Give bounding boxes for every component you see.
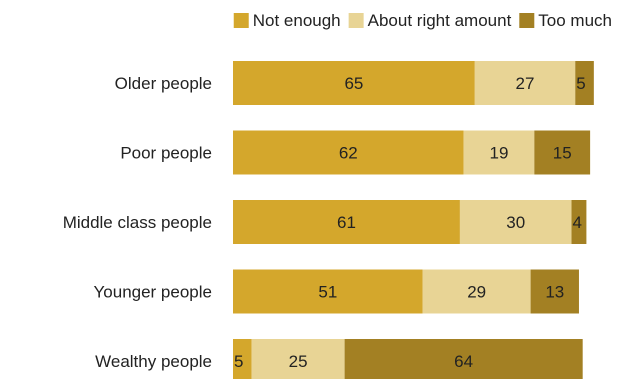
value-label-not-enough: 5 — [234, 352, 243, 371]
bar-segment-about-right-amount — [251, 339, 345, 379]
value-label-too-much: 15 — [553, 144, 572, 163]
legend: Not enough About right amount Too much — [233, 11, 612, 30]
legend-swatch-about-right-amount — [348, 13, 364, 28]
bar-segment-not-enough — [233, 269, 423, 314]
bar-segment-too-much — [534, 130, 591, 175]
category-label: Younger people — [94, 283, 213, 302]
value-label-too-much: 13 — [545, 283, 564, 302]
value-label-about-right-amount: 30 — [506, 213, 525, 232]
bars-area: Older people 65 27 5 Poor people 62 19 15 Middle… — [63, 61, 594, 379]
value-label-too-much: 4 — [573, 213, 582, 232]
legend-item-not-enough: Not enough — [233, 11, 341, 30]
bar-row-older-people: Older people 65 27 5 — [115, 61, 594, 105]
bar-segment-not-enough — [233, 61, 475, 105]
legend-swatch-too-much — [519, 13, 535, 28]
value-label-too-much: 5 — [576, 74, 585, 93]
bar-row-middle-class-people: Middle class people 61 30 4 — [63, 200, 587, 244]
legend-item-about-right-amount: About right amount — [348, 11, 512, 30]
bar-segment-too-much — [344, 339, 583, 379]
value-label-not-enough: 65 — [344, 74, 363, 93]
bar-segment-too-much — [575, 61, 594, 105]
value-label-too-much: 64 — [454, 352, 473, 371]
bar-row-poor-people: Poor people 62 19 15 — [120, 130, 591, 175]
legend-item-too-much: Too much — [519, 11, 612, 30]
value-label-about-right-amount: 25 — [289, 352, 308, 371]
bar-segment-not-enough — [233, 130, 464, 175]
legend-label-about-right-amount: About right amount — [368, 11, 512, 30]
legend-label-not-enough: Not enough — [253, 11, 341, 30]
bar-segment-too-much — [571, 200, 587, 244]
category-label: Poor people — [120, 144, 212, 163]
bar-segment-not-enough — [233, 339, 252, 379]
legend-label-too-much: Too much — [538, 11, 612, 30]
bar-segment-not-enough — [233, 200, 460, 244]
value-label-not-enough: 61 — [337, 213, 356, 232]
bar-segment-about-right-amount — [459, 200, 572, 244]
bar-row-wealthy-people: Wealthy people 5 25 64 — [95, 339, 583, 379]
legend-swatch-not-enough — [233, 13, 249, 28]
value-label-about-right-amount: 19 — [490, 144, 509, 163]
bar-segment-about-right-amount — [474, 61, 576, 105]
value-label-not-enough: 51 — [318, 283, 337, 302]
category-label: Older people — [115, 74, 212, 93]
bar-segment-about-right-amount — [422, 269, 531, 314]
bar-row-younger-people: Younger people 51 29 13 — [94, 269, 579, 314]
bar-segment-about-right-amount — [463, 130, 535, 175]
category-label: Middle class people — [63, 213, 212, 232]
value-label-about-right-amount: 29 — [467, 283, 486, 302]
value-label-not-enough: 62 — [339, 144, 358, 163]
bar-segment-too-much — [530, 269, 579, 314]
value-label-about-right-amount: 27 — [516, 74, 535, 93]
category-label: Wealthy people — [95, 352, 212, 371]
